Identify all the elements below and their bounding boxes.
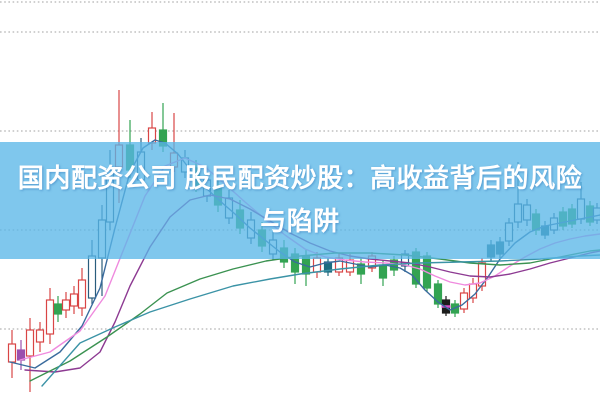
headline-line-1: 国内配资公司 股民配资炒股：高收益背后的风险	[17, 163, 583, 193]
headline-line-2: 与陷阱	[260, 206, 340, 236]
title-overlay-background	[0, 142, 600, 259]
title-overlay-band: 国内配资公司 股民配资炒股：高收益背后的风险 与陷阱	[0, 142, 600, 259]
ma-teal-slow	[41, 254, 600, 387]
